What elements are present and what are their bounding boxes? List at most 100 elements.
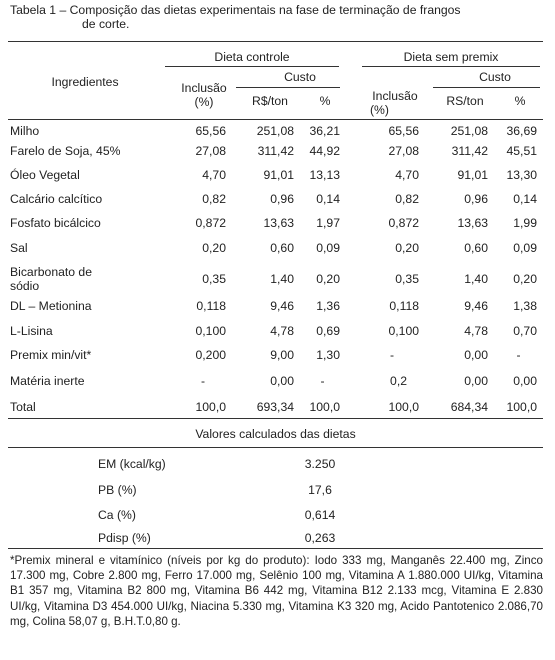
row-ingredient: Premix min/vit* <box>10 348 92 362</box>
cell-inclusao-controle: 100,0 <box>195 400 227 414</box>
cell-inclusao-sem-premix: 0,82 <box>395 192 419 206</box>
cell-pct-controle: - <box>320 374 325 388</box>
header-bottom-rule <box>8 119 543 120</box>
cell-pct-sem-premix: 45,51 <box>506 144 538 158</box>
calc-value: 0,263 <box>304 531 336 545</box>
cell-inclusao-sem-premix: 65,56 <box>388 124 420 138</box>
cell-inclusao-sem-premix: 27,08 <box>388 144 420 158</box>
cell-pct-controle: 36,21 <box>309 124 341 138</box>
cell-custo-sem-premix: 9,46 <box>464 299 488 313</box>
cell-inclusao-sem-premix: 4,70 <box>395 168 419 182</box>
cell-custo-sem-premix: 13,63 <box>457 216 489 230</box>
cell-pct-sem-premix: - <box>516 348 521 362</box>
header-pct-sem-premix: % <box>514 94 526 108</box>
row-ingredient: Óleo Vegetal <box>10 168 80 182</box>
cell-pct-controle: 1,36 <box>316 299 340 313</box>
cell-custo-controle: 9,46 <box>270 299 294 313</box>
row-ingredient: Fosfato bicálcico <box>10 216 101 230</box>
cell-custo-controle: 0,00 <box>270 374 294 388</box>
cell-custo-controle: 311,42 <box>257 144 294 158</box>
cell-inclusao-controle: 4,70 <box>202 168 226 182</box>
cell-inclusao-controle: 0,200 <box>195 348 227 362</box>
caption-line-2: de corte. <box>82 17 130 31</box>
calc-value: 17,6 <box>308 483 332 497</box>
cell-pct-sem-premix: 1,99 <box>513 216 537 230</box>
cell-inclusao-controle: 0,35 <box>202 272 226 286</box>
group-rule-sem-premix <box>362 66 540 67</box>
cell-custo-controle: 13,63 <box>263 216 295 230</box>
cell-inclusao-sem-premix: 100,0 <box>388 400 420 414</box>
row-ingredient: Sal <box>10 241 28 255</box>
cell-pct-controle: 0,14 <box>316 192 340 206</box>
table-bottom-rule <box>8 418 543 419</box>
cell-pct-controle: 44,92 <box>309 144 341 158</box>
cell-custo-sem-premix: 4,78 <box>464 324 488 338</box>
header-ingredients: Ingredientes <box>51 75 119 89</box>
top-rule <box>8 41 543 42</box>
cell-inclusao-controle: 0,100 <box>195 324 227 338</box>
cell-pct-sem-premix: 0,14 <box>513 192 537 206</box>
cell-custo-controle: 693,34 <box>256 400 294 414</box>
calc-value: 3.250 <box>304 457 336 471</box>
cell-inclusao-sem-premix: 0,100 <box>388 324 420 338</box>
calc-label: Ca (%) <box>98 508 136 522</box>
header-dieta-controle: Dieta controle <box>214 50 290 64</box>
header-inclusao-sem-premix: Inclusão <box>372 89 418 103</box>
row-ingredient: Matéria inerte <box>10 374 85 388</box>
cell-pct-sem-premix: 100,0 <box>506 400 538 414</box>
cell-inclusao-controle: - <box>200 374 206 388</box>
cell-inclusao-sem-premix: 0,35 <box>395 272 419 286</box>
cell-pct-sem-premix: 36,69 <box>506 124 538 138</box>
row-ingredient: Farelo de Soja, 45% <box>10 144 121 158</box>
cell-inclusao-sem-premix: - <box>389 348 395 362</box>
cell-inclusao-sem-premix: 0,20 <box>395 241 419 255</box>
calc-title: Valores calculados das dietas <box>195 427 356 441</box>
cell-custo-sem-premix: 251,08 <box>450 124 488 138</box>
cell-custo-controle: 91,01 <box>263 168 295 182</box>
cell-custo-sem-premix: 1,40 <box>464 272 488 286</box>
cell-pct-controle: 1,30 <box>316 348 340 362</box>
header-custo-controle: Custo <box>284 70 316 84</box>
row-ingredient: Calcário calcítico <box>10 192 103 206</box>
cell-inclusao-controle: 0,118 <box>196 299 226 313</box>
cell-custo-controle: 1,40 <box>270 272 294 286</box>
cell-pct-controle: 0,20 <box>316 272 340 286</box>
header-inclusao-unit-sem-premix: (%) <box>370 103 389 117</box>
cell-pct-controle: 13,13 <box>309 168 341 182</box>
header-inclusao-unit-controle: (%) <box>194 95 214 109</box>
cell-custo-sem-premix: 0,60 <box>464 241 488 255</box>
cell-inclusao-controle: 0,82 <box>202 192 226 206</box>
cell-pct-sem-premix: 0,00 <box>513 374 537 388</box>
header-dieta-sem-premix: Dieta sem premix <box>403 50 499 64</box>
header-pct-controle: % <box>319 94 331 108</box>
cell-inclusao-sem-premix: 0,872 <box>388 216 420 230</box>
cell-pct-controle: 100,0 <box>309 400 341 414</box>
cell-inclusao-sem-premix: 0,2 <box>390 374 407 388</box>
custo-rule-controle <box>236 87 340 88</box>
cell-inclusao-controle: 65,56 <box>195 124 227 138</box>
cell-custo-sem-premix: 684,34 <box>450 400 488 414</box>
cell-pct-controle: 1,97 <box>316 216 340 230</box>
calc-label: Pdisp (%) <box>98 531 151 545</box>
caption-line-1: Tabela 1 – Composição das dietas experim… <box>10 3 461 17</box>
cell-custo-sem-premix: 0,00 <box>464 348 488 362</box>
group-rule-controle <box>165 66 339 67</box>
header-inclusao-controle: Inclusão <box>181 81 227 95</box>
row-ingredient: Bicarbonato de <box>10 265 92 279</box>
cell-pct-controle: 0,69 <box>316 324 340 338</box>
row-ingredient-line-2: sódio <box>10 279 40 293</box>
table-caption: Tabela 1 – Composição das dietas experim… <box>10 3 550 31</box>
cell-custo-controle: 0,96 <box>270 192 294 206</box>
header-rs-ton-sem-premix: RS/ton <box>446 94 484 108</box>
cell-inclusao-controle: 27,08 <box>195 144 227 158</box>
calc-label: EM (kcal/kg) <box>98 457 166 471</box>
cell-inclusao-controle: 0,872 <box>195 216 227 230</box>
row-ingredient: L-Lisina <box>10 324 53 338</box>
cell-custo-controle: 0,60 <box>270 241 294 255</box>
row-ingredient: Total <box>10 400 36 414</box>
cell-inclusao-sem-premix: 0,118 <box>389 299 419 313</box>
cell-custo-sem-premix: 91,01 <box>457 168 489 182</box>
cell-pct-sem-premix: 0,09 <box>513 241 537 255</box>
premix-footnote: *Premix mineral e vitamínico (níveis por… <box>10 554 543 628</box>
